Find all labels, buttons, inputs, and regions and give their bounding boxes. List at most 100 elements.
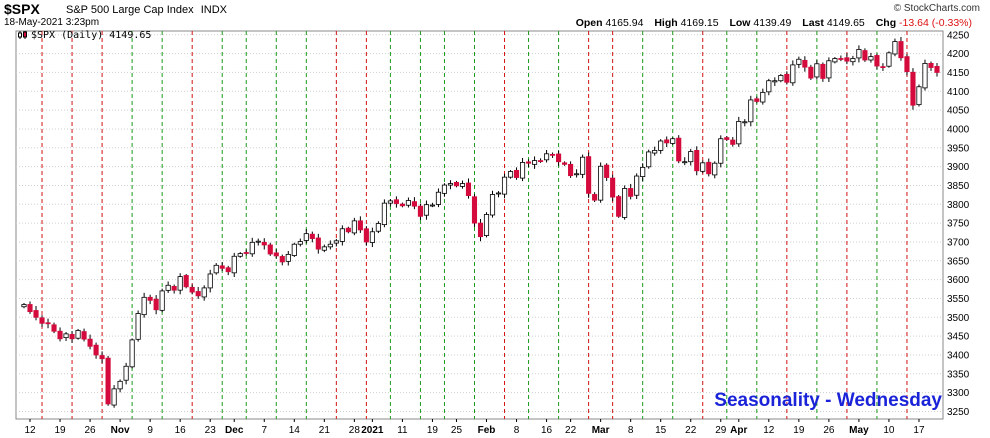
candle	[69, 331, 75, 343]
y-tick-label: 3350	[947, 369, 970, 380]
candle-body-up	[892, 41, 898, 55]
candle-body-up	[213, 264, 219, 274]
candle-body-up	[387, 200, 393, 204]
x-tick-label: 26	[85, 425, 97, 436]
candle	[628, 183, 634, 200]
candle	[261, 238, 267, 250]
candle	[393, 196, 399, 208]
candle-body-up	[495, 192, 502, 195]
x-tick-label: 16	[175, 425, 187, 436]
candle	[195, 286, 201, 299]
candle-body-up	[652, 150, 658, 154]
candle-body-down	[904, 56, 910, 73]
candle	[598, 162, 604, 203]
candle	[315, 233, 321, 254]
candle-body-down	[393, 199, 399, 204]
ticker-full-name: S&P 500 Large Cap Index	[66, 4, 194, 16]
candle-body-down	[225, 267, 231, 273]
candle	[279, 254, 285, 266]
x-tick-label: 26	[823, 425, 835, 436]
candle	[670, 137, 676, 145]
candle	[87, 334, 93, 350]
candle-body-down	[183, 275, 189, 288]
low-value: 4139.49	[753, 17, 792, 29]
candle	[387, 199, 393, 207]
candle	[820, 62, 826, 82]
legend-text: $SPX (Daily) 4149.65	[31, 30, 152, 41]
candle	[501, 173, 508, 199]
candle	[904, 53, 910, 76]
candle-body-down	[556, 153, 562, 163]
candle-body-up	[441, 184, 448, 194]
candle-body-down	[87, 338, 93, 347]
last-value: 4149.65	[826, 17, 865, 29]
candle	[712, 161, 718, 179]
candle	[75, 328, 81, 340]
candle	[171, 284, 177, 294]
candle-body-up	[447, 183, 454, 186]
candle	[658, 139, 664, 154]
candle-body-down	[243, 252, 249, 254]
candle	[327, 240, 333, 250]
candle	[81, 328, 87, 342]
candle-body-up	[507, 171, 514, 178]
candle-body-down	[844, 57, 850, 62]
candle-body-up	[796, 58, 802, 65]
open-value: 4165.94	[605, 17, 644, 29]
candle-body-down	[315, 237, 321, 250]
candle	[730, 137, 736, 147]
chart-date: 18-May-2021 3:23pm	[4, 17, 100, 28]
candle-body-up	[483, 214, 490, 236]
ticker-name: S&P 500 Large Cap Index INDX	[66, 4, 227, 16]
candle-body-down	[562, 162, 568, 165]
candle	[850, 55, 856, 66]
high-value: 4169.15	[680, 17, 719, 29]
y-tick-label: 3850	[947, 181, 970, 192]
candle-body-down	[261, 241, 267, 246]
candle	[718, 135, 724, 168]
y-tick-label: 3250	[947, 407, 970, 418]
candle	[700, 160, 706, 174]
candle	[45, 318, 51, 329]
candle-body-down	[676, 137, 682, 162]
candle	[213, 263, 219, 275]
candle	[568, 161, 574, 178]
candle-body-up	[634, 175, 640, 196]
candle-body-down	[33, 310, 39, 318]
x-tick-label: 14	[289, 425, 301, 436]
candle	[291, 242, 297, 258]
candle-body-up	[814, 63, 820, 78]
candle	[856, 45, 862, 63]
y-axis-ticks: 3250 3300 3350 3400 3450 3500 3550 3600 3650 3700…	[947, 30, 970, 418]
x-tick-label: 8	[628, 425, 634, 436]
candle-body-down	[465, 182, 472, 197]
candle	[447, 180, 454, 190]
candle	[129, 338, 135, 369]
candle	[465, 178, 472, 199]
candle	[634, 173, 640, 200]
candle-body-down	[898, 41, 904, 59]
candle-body-up	[159, 290, 165, 311]
candle	[814, 60, 820, 80]
candle	[622, 185, 628, 220]
x-tick-label: 25	[451, 425, 463, 436]
y-tick-label: 3300	[947, 388, 970, 399]
candle	[525, 159, 532, 167]
candle	[742, 119, 748, 127]
candle	[345, 226, 351, 234]
candle-body-up	[850, 58, 856, 63]
candle	[531, 156, 538, 169]
last-label: Last	[802, 17, 824, 29]
x-tick-label: Feb	[478, 425, 496, 436]
candle-body-up	[123, 365, 129, 381]
candle	[694, 146, 700, 176]
candle	[177, 273, 183, 295]
candle	[808, 64, 814, 80]
candle	[507, 170, 514, 179]
candle	[892, 38, 898, 57]
y-tick-label: 3700	[947, 237, 970, 248]
y-tick-label: 4050	[947, 106, 970, 117]
y-tick-label: 3400	[947, 350, 970, 361]
candle	[868, 52, 874, 63]
candle	[21, 302, 27, 309]
